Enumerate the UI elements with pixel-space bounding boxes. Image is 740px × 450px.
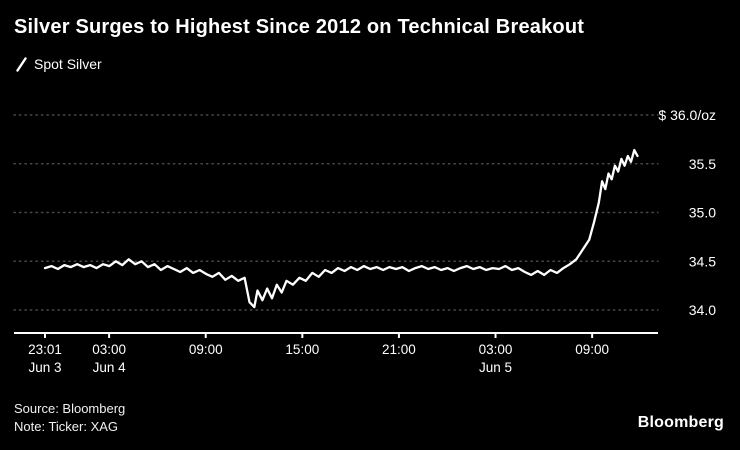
price-line — [43, 148, 639, 309]
y-axis-label: 34.5 — [689, 253, 716, 269]
x-axis-time-label: 09:00 — [189, 342, 223, 357]
x-axis-date-label: Jun 5 — [479, 360, 512, 375]
y-axis-label: 34.0 — [689, 302, 716, 318]
y-axis-label: 35.0 — [689, 205, 716, 221]
chart-footer: Source: Bloomberg Note: Ticker: XAG — [14, 400, 125, 436]
chart-legend: Spot Silver — [16, 56, 102, 72]
line-series-icon — [16, 56, 27, 72]
legend-label: Spot Silver — [34, 56, 102, 72]
bloomberg-logo: Bloomberg — [637, 414, 724, 431]
x-axis-time-label: 03:00 — [92, 342, 126, 357]
x-axis-time-label: 21:00 — [382, 342, 416, 357]
source-text: Source: Bloomberg — [14, 401, 126, 416]
note-text: Note: Ticker: XAG — [14, 419, 119, 434]
y-axis-label: 35.5 — [689, 156, 716, 172]
x-axis-time-label: 03:00 — [479, 342, 513, 357]
chart-title: Silver Surges to Highest Since 2012 on T… — [14, 16, 585, 38]
x-axis-date-label: Jun 4 — [93, 360, 127, 375]
x-axis-time-label: 15:00 — [285, 342, 319, 357]
x-axis-date-label: Jun 3 — [28, 360, 61, 375]
x-axis-time-label: 23:01 — [28, 342, 62, 357]
y-axis-label: $ 36.0/oz — [658, 107, 716, 123]
x-axis-time-label: 09:00 — [575, 342, 609, 357]
